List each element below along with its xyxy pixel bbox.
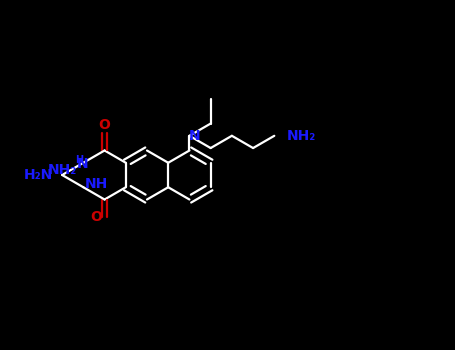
Text: O: O [99,118,111,132]
Text: H: H [75,155,83,165]
Text: N: N [189,129,201,143]
Text: NH: NH [85,177,108,191]
Text: O: O [90,210,102,224]
Text: N: N [77,157,88,171]
Text: H₂N: H₂N [24,168,53,182]
Text: NH₂: NH₂ [47,163,77,177]
Text: NH₂: NH₂ [287,129,316,143]
